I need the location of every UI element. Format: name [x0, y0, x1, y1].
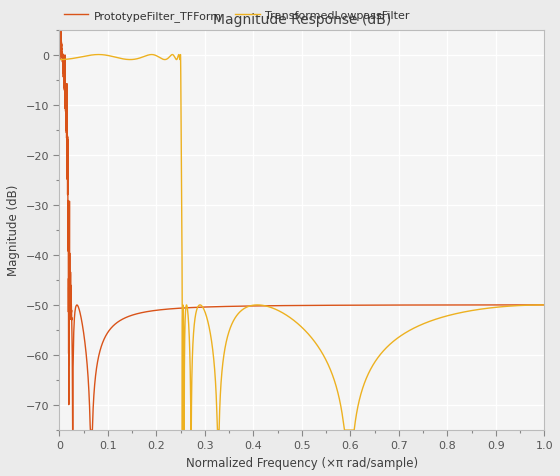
TransformedLowpassFilter — [352, 417, 359, 423]
TransformedLowpassFilter — [117, 56, 124, 62]
PrototypeFilter_TFForm — [367, 303, 374, 308]
TransformedLowpassFilter — [472, 307, 479, 313]
PrototypeFilter_TFForm — [117, 318, 124, 324]
TransformedLowpassFilter — [56, 58, 63, 63]
PrototypeFilter_TFForm — [56, 43, 63, 49]
Legend: PrototypeFilter_TFForm, TransformedLowpassFilter: PrototypeFilter_TFForm, TransformedLowpa… — [59, 7, 414, 27]
PrototypeFilter_TFForm — [541, 302, 548, 308]
Y-axis label: Magnitude (dB): Magnitude (dB) — [7, 185, 20, 276]
X-axis label: Normalized Frequency (×π rad/sample): Normalized Frequency (×π rad/sample) — [186, 456, 418, 469]
PrototypeFilter_TFForm — [472, 302, 479, 308]
TransformedLowpassFilter — [367, 367, 374, 373]
TransformedLowpassFilter — [95, 52, 102, 58]
PrototypeFilter_TFForm — [56, 28, 63, 33]
PrototypeFilter_TFForm — [69, 427, 76, 433]
TransformedLowpassFilter — [541, 302, 548, 308]
Line: TransformedLowpassFilter: TransformedLowpassFilter — [59, 55, 544, 430]
PrototypeFilter_TFForm — [445, 302, 452, 308]
TransformedLowpassFilter — [179, 427, 186, 433]
Line: PrototypeFilter_TFForm: PrototypeFilter_TFForm — [59, 30, 544, 430]
TransformedLowpassFilter — [199, 305, 206, 310]
PrototypeFilter_TFForm — [199, 305, 206, 310]
PrototypeFilter_TFForm — [352, 303, 359, 308]
Title: Magnitude Response (dB): Magnitude Response (dB) — [213, 12, 391, 27]
TransformedLowpassFilter — [445, 313, 452, 319]
